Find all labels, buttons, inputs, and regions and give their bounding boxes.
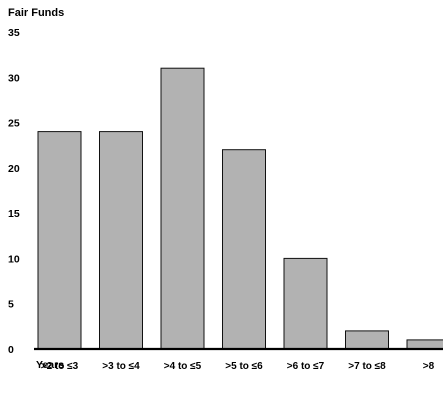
bar [283,257,328,350]
y-axis-ticks: 0 5 10 15 20 25 30 35 [8,27,20,356]
x-tick-label: >2 to ≤3 [41,361,79,372]
x-tick-label: >5 to ≤6 [225,361,263,372]
x-tick-label: >8 [423,361,435,372]
x-tick-label: >4 to ≤5 [164,361,202,372]
x-tick-label: >7 to ≤8 [348,361,386,372]
chart-title: Fair Funds [8,7,64,19]
bar [406,339,443,350]
y-tick-label: 10 [8,253,20,265]
bars-group [37,67,443,350]
x-axis-label: Years [36,359,64,371]
y-tick-label: 15 [8,208,20,220]
bar [99,131,143,350]
y-tick-label: 20 [8,163,20,175]
x-tick-label: >6 to ≤7 [287,361,325,372]
bar [160,67,205,350]
y-tick-label: 25 [8,118,20,130]
y-tick-label: 35 [8,27,20,39]
x-tick-label: >3 to ≤4 [102,361,140,372]
bar [37,131,82,350]
y-tick-label: 0 [8,344,14,356]
x-axis-ticks: >2 to ≤3 >3 to ≤4 >4 to ≤5 >5 to ≤6 >6 to ≤7… [41,361,435,372]
bar [222,149,266,350]
bar [345,330,389,350]
y-tick-label: 5 [8,299,14,311]
y-tick-label: 30 [8,72,20,84]
